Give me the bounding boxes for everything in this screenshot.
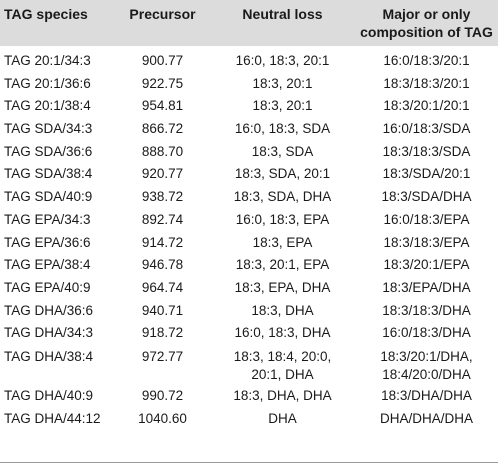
cell-precursor: 954.81: [141, 98, 184, 114]
cell-neutral-loss-line2: 20:1, DHA: [251, 366, 314, 382]
header-tag-species: TAG species: [4, 6, 88, 22]
header-precursor: Precursor: [129, 6, 196, 22]
cell-neutral-loss: 18:3, EPA, DHA: [234, 279, 331, 295]
cell-neutral-loss: 16:0, 18:3, EPA: [235, 211, 330, 227]
cell-neutral-loss: DHA: [268, 410, 297, 426]
cell-composition: DHA/DHA/DHA: [379, 410, 473, 426]
cell-composition: 16:0/18:3/DHA: [382, 325, 471, 341]
table-row: TAG DHA/34:3 918.72 16:0, 18:3, DHA 16:0…: [0, 322, 498, 345]
cell-neutral-loss: 18:3, 20:1: [252, 98, 313, 114]
cell-composition: 18:3/20:1/EPA: [383, 257, 470, 273]
table-row: TAG DHA/36:6 940.71 18:3, DHA 18:3/18:3/…: [0, 300, 498, 323]
cell-precursor: 990.72: [141, 387, 184, 403]
cell-precursor: 920.77: [141, 166, 184, 182]
cell-composition: 18:3/18:3/EPA: [383, 234, 470, 250]
cell-species: TAG EPA/38:4: [4, 257, 91, 273]
cell-precursor: 892.74: [141, 211, 184, 227]
table-row: TAG SDA/34:3 866.72 16:0, 18:3, SDA 16:0…: [0, 118, 498, 141]
cell-composition: 18:3/20:1/DHA, 18:4/20:0/DHA: [355, 345, 498, 385]
cell-composition: 18:3/SDA/20:1: [382, 166, 471, 182]
cell-precursor: 938.72: [141, 189, 184, 205]
table-body: TAG 20:1/34:3 900.77 16:0, 18:3, 20:1 16…: [0, 46, 498, 430]
header-composition-line2: composition of TAG: [360, 24, 493, 40]
cell-species: TAG DHA/34:3: [4, 325, 94, 341]
header-composition: Major or only composition of TAG: [355, 0, 498, 46]
cell-precursor: 866.72: [141, 121, 184, 137]
cell-composition: 18:3/18:3/SDA: [382, 143, 471, 159]
cell-neutral-loss: 16:0, 18:3, 20:1: [235, 53, 330, 68]
table-row: TAG 20:1/36:6 922.75 18:3, 20:1 18:3/18:…: [0, 73, 498, 96]
cell-species: TAG EPA/36:6: [4, 234, 91, 250]
cell-precursor: 922.75: [141, 75, 184, 91]
cell-composition: 18:3/DHA/DHA: [381, 387, 472, 403]
cell-species: TAG EPA/40:9: [4, 279, 91, 295]
cell-neutral-loss-line1: 18:3, 18:4, 20:0,: [233, 348, 332, 364]
cell-precursor: 918.72: [141, 325, 184, 341]
cell-neutral-loss: 16:0, 18:3, DHA: [234, 325, 331, 341]
cell-species: TAG 20:1/36:6: [4, 75, 91, 91]
cell-precursor: 946.78: [141, 257, 184, 273]
cell-composition: 16:0/18:3/SDA: [382, 121, 471, 137]
cell-composition: 18:3/18:3/20:1: [383, 75, 470, 91]
cell-neutral-loss: 18:3, DHA: [251, 302, 314, 318]
cell-species: TAG SDA/38:4: [4, 166, 93, 182]
cell-precursor: 900.77: [141, 53, 184, 68]
cell-species: TAG DHA/40:9: [4, 387, 94, 403]
cell-neutral-loss: 18:3, 18:4, 20:0, 20:1, DHA: [210, 345, 355, 385]
cell-species: TAG SDA/40:9: [4, 189, 93, 205]
cell-composition: 18:3/18:3/DHA: [382, 302, 471, 318]
table-row: TAG DHA/38:4 972.77 18:3, 18:4, 20:0, 20…: [0, 345, 498, 385]
table-row: TAG 20:1/38:4 954.81 18:3, 20:1 18:3/20:…: [0, 95, 498, 118]
cell-species: TAG DHA/44:12: [4, 410, 101, 426]
cell-species: TAG EPA/34:3: [4, 211, 91, 227]
cell-neutral-loss: 18:3, 20:1: [252, 75, 313, 91]
table-row: TAG EPA/38:4 946.78 18:3, 20:1, EPA 18:3…: [0, 254, 498, 277]
cell-neutral-loss: 18:3, DHA, DHA: [233, 387, 332, 403]
cell-neutral-loss: 18:3, SDA: [251, 143, 314, 159]
cell-neutral-loss: 18:3, 20:1, EPA: [235, 257, 330, 273]
table-row: TAG EPA/40:9 964.74 18:3, EPA, DHA 18:3/…: [0, 277, 498, 300]
cell-species: TAG 20:1/34:3: [4, 53, 91, 68]
table-header: TAG species Precursor Neutral loss Major…: [0, 0, 498, 46]
cell-neutral-loss: 16:0, 18:3, SDA: [234, 121, 331, 137]
cell-species: TAG 20:1/38:4: [4, 98, 91, 114]
table-row: TAG EPA/36:6 914.72 18:3, EPA 18:3/18:3/…: [0, 232, 498, 255]
cell-precursor: 914.72: [141, 234, 184, 250]
cell-composition: 16:0/18:3/EPA: [383, 211, 470, 227]
cell-species: TAG DHA/36:6: [4, 302, 94, 318]
cell-precursor: 940.71: [141, 302, 184, 318]
cell-composition-line2: 18:4/20:0/DHA: [382, 366, 471, 382]
header-composition-line1: Major or only: [382, 6, 471, 22]
cell-species: TAG SDA/34:3: [4, 121, 93, 137]
table-row: TAG DHA/40:9 990.72 18:3, DHA, DHA 18:3/…: [0, 385, 498, 408]
header-neutral-loss: Neutral loss: [242, 6, 323, 22]
table-row: TAG 20:1/34:3 900.77 16:0, 18:3, 20:1 16…: [0, 50, 498, 73]
table-row: TAG SDA/40:9 938.72 18:3, SDA, DHA 18:3/…: [0, 186, 498, 209]
table-row: TAG SDA/38:4 920.77 18:3, SDA, 20:1 18:3…: [0, 163, 498, 186]
cell-composition: 18:3/EPA/DHA: [382, 279, 471, 295]
cell-precursor: 888.70: [141, 143, 184, 159]
bottom-rule: [0, 462, 498, 463]
cell-precursor: 964.74: [141, 279, 184, 295]
cell-composition: 18:3/SDA/DHA: [381, 189, 472, 205]
cell-precursor: 972.77: [141, 348, 184, 364]
table-row: TAG EPA/34:3 892.74 16:0, 18:3, EPA 16:0…: [0, 209, 498, 232]
cell-composition-line1: 18:3/20:1/DHA,: [380, 348, 473, 364]
cell-neutral-loss: 18:3, SDA, DHA: [233, 189, 332, 205]
cell-neutral-loss: 18:3, EPA: [252, 234, 313, 250]
cell-species: TAG DHA/38:4: [4, 348, 94, 364]
table-row: TAG DHA/44:12 1040.60 DHA DHA/DHA/DHA: [0, 408, 498, 431]
cell-neutral-loss: 18:3, SDA, 20:1: [234, 166, 331, 182]
cell-precursor: 1040.60: [138, 410, 187, 426]
cell-species: TAG SDA/36:6: [4, 143, 93, 159]
cell-composition: 16:0/18:3/20:1: [383, 53, 470, 68]
cell-composition: 18:3/20:1/20:1: [383, 98, 470, 114]
table-row: TAG SDA/36:6 888.70 18:3, SDA 18:3/18:3/…: [0, 141, 498, 164]
